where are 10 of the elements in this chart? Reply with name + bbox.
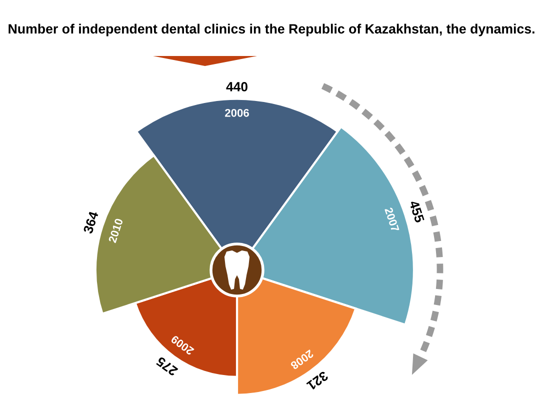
data-label: 275 [156, 356, 178, 376]
category-label: 2006 [225, 108, 249, 117]
text: Number of independent dental clinics in the Republic of Kazakhstan, the dynamics. [8, 24, 534, 36]
data-label: 440 [226, 82, 248, 92]
data-label: 364 [83, 210, 99, 234]
data-label: 455 [409, 200, 424, 224]
category-label: 2009 [170, 334, 194, 356]
category-label: 2010 [108, 218, 124, 244]
category-label: 2007 [384, 207, 400, 232]
data-label: 321 [306, 370, 329, 391]
